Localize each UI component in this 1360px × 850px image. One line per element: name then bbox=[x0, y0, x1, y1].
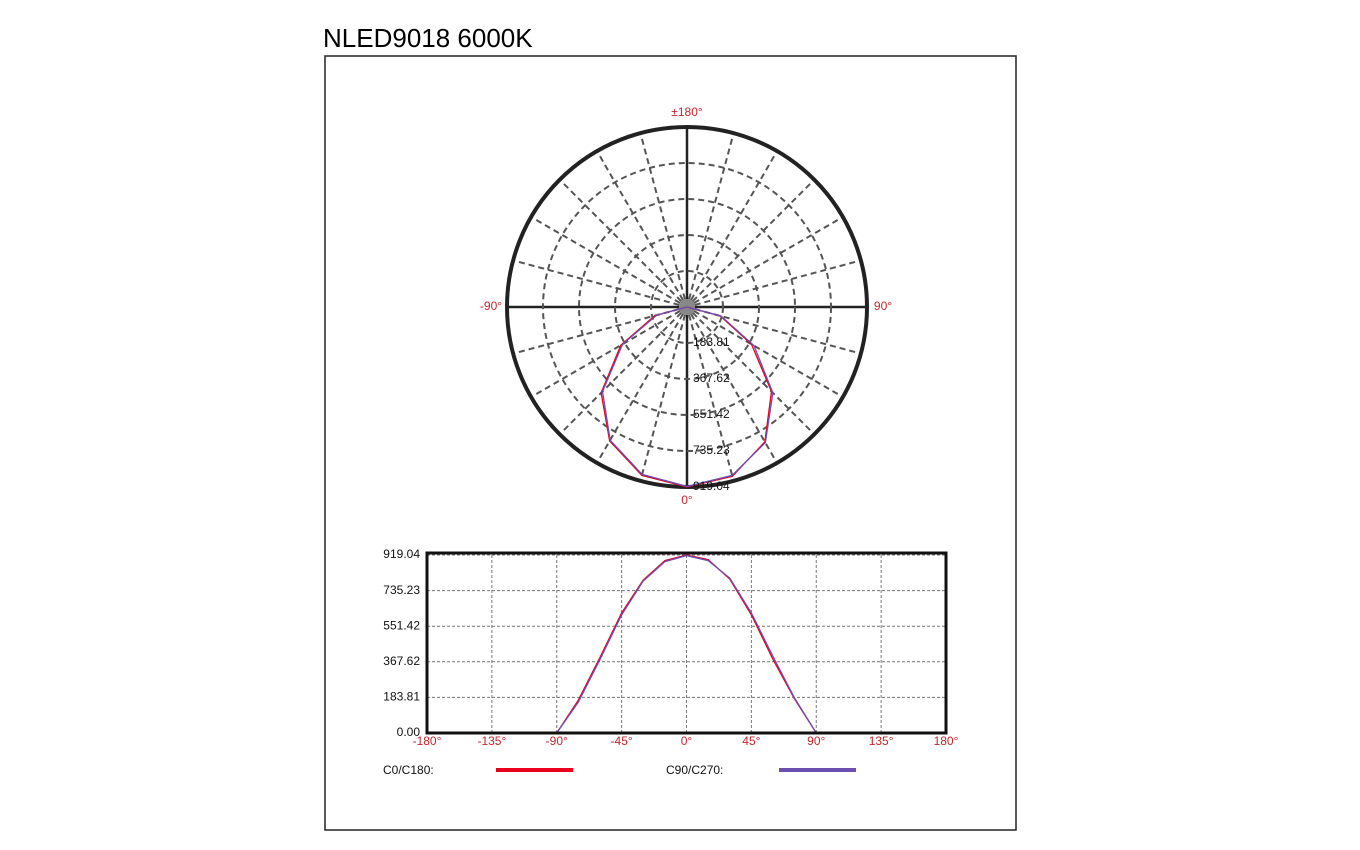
spoke bbox=[693, 310, 844, 398]
ring bbox=[613, 233, 761, 381]
y-tick-label: 183.81 bbox=[383, 690, 420, 704]
x-tick-label: -90° bbox=[546, 734, 568, 748]
spoke bbox=[596, 313, 684, 464]
spoke bbox=[512, 259, 680, 306]
spoke bbox=[688, 314, 735, 482]
frame bbox=[324, 55, 1017, 831]
spoke bbox=[530, 216, 681, 304]
x-tick-label: 180° bbox=[934, 734, 959, 748]
y-tick-label: 551.42 bbox=[383, 618, 420, 632]
spoke bbox=[530, 310, 681, 398]
spoke bbox=[691, 311, 815, 435]
spoke bbox=[694, 259, 862, 306]
angle-label: 0° bbox=[681, 493, 693, 507]
radial-tick-label: 367.62 bbox=[693, 371, 730, 385]
ring bbox=[649, 269, 725, 345]
x-tick-label: -180° bbox=[413, 734, 442, 748]
radial-tick-label: 919.04 bbox=[693, 479, 730, 493]
angle-label: -90° bbox=[480, 299, 502, 313]
spoke bbox=[512, 308, 680, 355]
plot-frame bbox=[425, 551, 948, 735]
spoke bbox=[693, 216, 844, 304]
spoke bbox=[690, 313, 778, 464]
spoke bbox=[559, 179, 683, 303]
x-tick-label: -135° bbox=[477, 734, 506, 748]
spoke bbox=[596, 150, 684, 301]
spoke bbox=[690, 150, 778, 301]
legend-label: C0/C180: bbox=[383, 763, 434, 777]
y-tick-label: 0.00 bbox=[397, 725, 421, 739]
angle-label: ±180° bbox=[671, 105, 703, 119]
y-tick-label: 735.23 bbox=[383, 583, 420, 597]
polar-curve bbox=[601, 306, 774, 488]
spoke bbox=[691, 179, 815, 303]
x-tick-label: 135° bbox=[869, 734, 894, 748]
page-title: NLED9018 6000K bbox=[323, 23, 533, 53]
spoke bbox=[688, 132, 735, 300]
y-tick-label: 367.62 bbox=[383, 654, 420, 668]
spoke bbox=[639, 314, 686, 482]
x-tick-label: 90° bbox=[807, 734, 825, 748]
angle-label: 90° bbox=[874, 299, 892, 313]
legend-label: C90/C270: bbox=[666, 763, 723, 777]
ring bbox=[542, 162, 832, 452]
x-tick-label: 0° bbox=[681, 734, 693, 748]
radial-tick-label: 735.23 bbox=[693, 443, 730, 457]
radial-tick-label: 551.42 bbox=[693, 407, 730, 421]
x-tick-label: -45° bbox=[611, 734, 633, 748]
spoke bbox=[639, 132, 686, 300]
radial-tick-label: 183.81 bbox=[693, 335, 730, 349]
x-tick-label: 45° bbox=[742, 734, 760, 748]
spoke bbox=[694, 308, 862, 355]
ring bbox=[578, 198, 796, 416]
spoke bbox=[559, 311, 683, 435]
y-tick-label: 919.04 bbox=[383, 547, 420, 561]
